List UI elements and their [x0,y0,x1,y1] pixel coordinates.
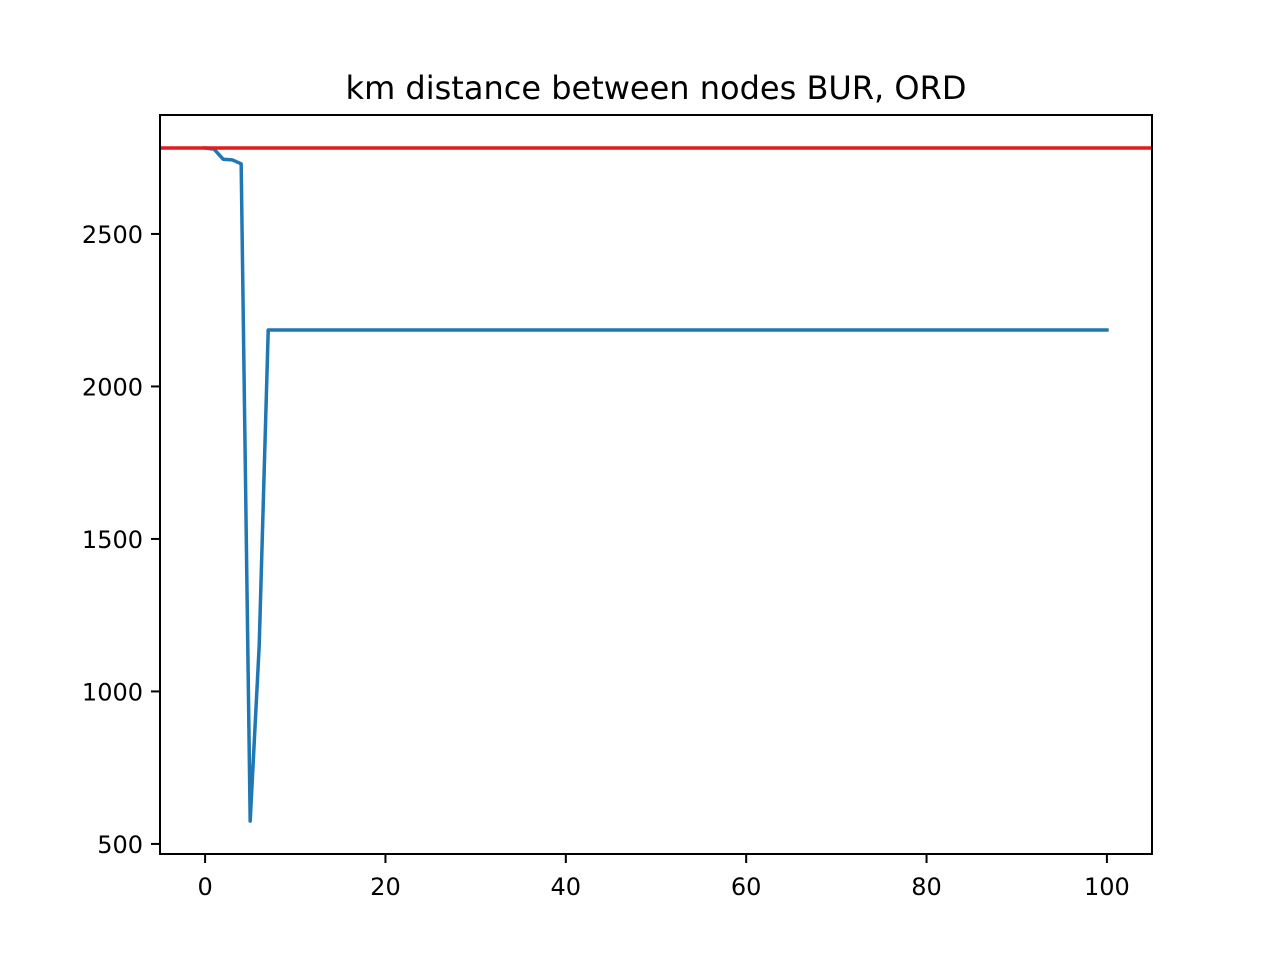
chart-title: km distance between nodes BUR, ORD [346,69,967,107]
axes-frame [159,114,1153,855]
x-tick-label: 40 [551,873,582,901]
y-tick-label: 2000 [82,373,143,401]
series-line-1 [203,145,1109,823]
x-tick-label: 0 [197,873,212,901]
y-tick-label: 2500 [82,221,143,249]
y-tick-label: 1500 [82,526,143,554]
y-tick-label: 500 [97,831,143,859]
y-tick-label: 1000 [82,678,143,706]
x-tick-label: 80 [911,873,942,901]
plot-area: 0 20 40 60 80 100 500 1000 1500 2000 2500 [82,114,1153,901]
x-tick-label: 100 [1084,873,1130,901]
x-tick-label: 60 [731,873,762,901]
x-tick-label: 20 [370,873,401,901]
